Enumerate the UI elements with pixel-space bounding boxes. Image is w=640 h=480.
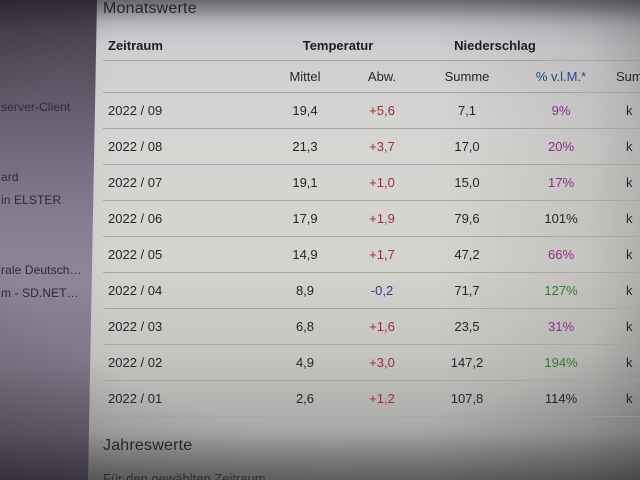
pct-cell: 194% (544, 355, 578, 370)
summe-cell: 7,1 (457, 103, 477, 118)
mittel-cell: 17,9 (292, 211, 318, 226)
zeitraum-cell: 2022 / 05 (108, 247, 163, 262)
pct-cell: 114% (544, 391, 578, 406)
zeitraum-cell: 2022 / 02 (108, 355, 163, 370)
summe2-cell: k (626, 247, 633, 262)
mittel-cell: 19,1 (292, 175, 318, 190)
monthly-values-heading: Monatswerte (103, 0, 197, 17)
zeitraum-cell: 2022 / 01 (108, 391, 163, 406)
summe-cell: 107,8 (450, 391, 484, 406)
pct-cell: 20% (547, 139, 575, 154)
summe2-cell: k (626, 319, 633, 334)
summe2-cell: k (626, 211, 633, 226)
table-row: 2022 / 01 2,6 +1,2 107,8 114% k (103, 381, 640, 417)
mittel-cell: 19,4 (292, 103, 318, 118)
summe-cell: 79,6 (454, 211, 480, 226)
table-row: 2022 / 09 19,4 +5,6 7,1 9% k (103, 93, 640, 129)
mittel-cell: 2,6 (295, 391, 315, 406)
pct-cell: 101% (544, 211, 578, 226)
abw-cell: +1,0 (369, 175, 395, 190)
summe-cell: 23,5 (454, 319, 480, 334)
zeitraum-cell: 2022 / 04 (108, 283, 163, 298)
table-row: 2022 / 08 21,3 +3,7 17,0 20% k (103, 129, 640, 165)
summe2-cell: k (626, 355, 633, 370)
sub-header-abw: Abw. (367, 69, 397, 84)
monthly-values-table: Zeitraum Temperatur Niederschlag Mittel … (103, 28, 640, 417)
summe-cell: 15,0 (454, 175, 480, 190)
summe-cell: 47,2 (454, 247, 480, 262)
summe2-cell: k (626, 391, 633, 406)
sidebar-item-sdnet[interactable]: m - SD.NET… (1, 286, 79, 300)
bookmarks-sidebar: server-Client ard in ELSTER rale Deutsch… (0, 0, 97, 480)
pct-cell: 17% (547, 175, 575, 190)
table-row: 2022 / 06 17,9 +1,9 79,6 101% k (103, 201, 640, 237)
table-row: 2022 / 07 19,1 +1,0 15,0 17% k (103, 165, 640, 201)
pct-cell: 66% (547, 247, 575, 262)
column-header-zeitraum: Zeitraum (108, 38, 163, 53)
abw-cell: +1,7 (369, 247, 395, 262)
summe2-cell: k (626, 175, 633, 190)
pct-cell: 9% (551, 103, 571, 118)
mittel-cell: 14,9 (292, 247, 318, 262)
mittel-cell: 8,9 (295, 283, 315, 298)
column-group-temperatur: Temperatur (302, 38, 374, 53)
sidebar-item-server-client[interactable]: server-Client (1, 100, 71, 114)
table-row: 2022 / 04 8,9 -0,2 71,7 127% k (103, 273, 640, 309)
pct-cell: 31% (547, 319, 575, 334)
abw-cell: +1,9 (369, 211, 395, 226)
column-group-spacer (613, 53, 640, 60)
yearly-intro-text-clipped: Für den gewählten Zeitraum (103, 471, 266, 480)
abw-cell: +5,6 (369, 103, 395, 118)
sidebar-item-rale-deutsch[interactable]: rale Deutsch… (1, 263, 82, 277)
mittel-cell: 4,9 (295, 355, 315, 370)
table-row: 2022 / 03 6,8 +1,6 23,5 31% k (103, 309, 640, 345)
column-group-niederschlag: Niederschlag (454, 38, 536, 53)
zeitraum-cell: 2022 / 08 (108, 139, 163, 154)
abw-cell: +3,7 (369, 139, 395, 154)
sidebar-item-ard[interactable]: ard (1, 170, 19, 184)
summe-cell: 17,0 (454, 139, 480, 154)
sub-header-summe: Summe (444, 69, 490, 84)
table-group-header-row: Zeitraum Temperatur Niederschlag (103, 28, 640, 61)
summe-cell: 147,2 (450, 355, 484, 370)
abw-cell: +3,0 (369, 355, 395, 370)
summe2-cell: k (626, 283, 633, 298)
sub-header-mittel: Mittel (289, 69, 321, 84)
table-row: 2022 / 05 14,9 +1,7 47,2 66% k (103, 237, 640, 273)
zeitraum-cell: 2022 / 07 (108, 175, 163, 190)
mittel-cell: 6,8 (295, 319, 315, 334)
table-row: 2022 / 02 4,9 +3,0 147,2 194% k (103, 345, 640, 381)
table-sub-header-row: Mittel Abw. Summe % v.l.M.* Summe (103, 61, 640, 93)
summe2-cell: k (626, 103, 633, 118)
summe-cell: 71,7 (454, 283, 480, 298)
mittel-cell: 21,3 (292, 139, 318, 154)
sub-header-pct-vs-longterm-mean-link[interactable]: % v.l.M.* (535, 69, 587, 84)
summe2-cell: k (626, 139, 633, 154)
abw-cell: +1,2 (369, 391, 395, 406)
abw-cell: +1,6 (369, 319, 395, 334)
zeitraum-cell: 2022 / 03 (108, 319, 163, 334)
sub-header-summe2: Summe (616, 69, 640, 84)
yearly-values-heading: Jahreswerte (103, 437, 193, 454)
abw-cell: -0,2 (370, 283, 394, 298)
zeitraum-cell: 2022 / 09 (108, 103, 163, 118)
sidebar-item-elster[interactable]: in ELSTER (1, 193, 62, 207)
table-body: 2022 / 09 19,4 +5,6 7,1 9% k 2022 / 08 2… (103, 93, 640, 417)
zeitraum-cell: 2022 / 06 (108, 211, 163, 226)
pct-cell: 127% (544, 283, 578, 298)
